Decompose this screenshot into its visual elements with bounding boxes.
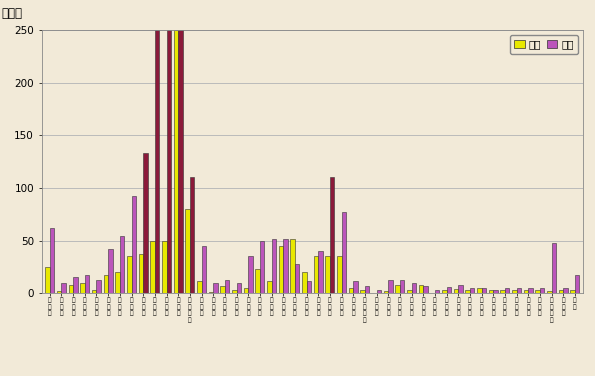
Bar <box>365 286 369 293</box>
Bar <box>50 228 54 293</box>
Bar <box>361 290 365 293</box>
Bar <box>45 267 50 293</box>
Bar <box>477 288 481 293</box>
Bar <box>244 288 248 293</box>
Bar <box>155 30 159 293</box>
Bar <box>342 212 346 293</box>
Bar <box>248 256 253 293</box>
Bar <box>306 280 311 293</box>
Bar <box>540 288 544 293</box>
Bar <box>442 290 447 293</box>
Bar <box>167 30 171 293</box>
Bar <box>536 290 540 293</box>
Bar <box>213 283 218 293</box>
Bar <box>283 238 287 293</box>
Bar <box>563 288 568 293</box>
Bar <box>423 286 428 293</box>
Bar <box>162 241 167 293</box>
Bar <box>120 237 124 293</box>
Bar <box>260 241 264 293</box>
Bar <box>396 285 400 293</box>
Bar <box>353 280 358 293</box>
Bar <box>197 280 202 293</box>
Bar <box>493 290 497 293</box>
Bar <box>202 246 206 293</box>
Bar <box>190 177 195 293</box>
Bar <box>489 290 493 293</box>
Bar <box>96 280 101 293</box>
Bar <box>318 251 322 293</box>
Bar <box>271 238 276 293</box>
Bar <box>419 285 423 293</box>
Legend: 女性, 男性: 女性, 男性 <box>510 35 578 54</box>
Bar <box>516 288 521 293</box>
Bar <box>85 275 89 293</box>
Bar <box>552 243 556 293</box>
Bar <box>435 290 439 293</box>
Bar <box>505 288 509 293</box>
Bar <box>330 177 334 293</box>
Bar <box>400 280 405 293</box>
Bar <box>447 287 451 293</box>
Bar <box>458 285 463 293</box>
Bar <box>73 277 77 293</box>
Bar <box>528 288 533 293</box>
Bar <box>255 269 260 293</box>
Bar <box>174 30 178 293</box>
Bar <box>186 209 190 293</box>
Bar <box>500 290 505 293</box>
Bar <box>104 275 108 293</box>
Bar <box>209 292 213 293</box>
Bar <box>127 256 131 293</box>
Bar <box>547 291 552 293</box>
Bar <box>108 249 112 293</box>
Bar <box>115 272 120 293</box>
Bar <box>384 291 388 293</box>
Bar <box>237 283 241 293</box>
Bar <box>470 288 474 293</box>
Bar <box>69 285 73 293</box>
Bar <box>465 290 470 293</box>
Bar <box>57 291 61 293</box>
Bar <box>61 283 66 293</box>
Bar <box>388 280 393 293</box>
Bar <box>225 280 229 293</box>
Bar <box>302 272 306 293</box>
Bar <box>267 280 271 293</box>
Bar <box>151 241 155 293</box>
Bar <box>290 238 295 293</box>
Bar <box>92 290 96 293</box>
Bar <box>314 256 318 293</box>
Bar <box>481 288 486 293</box>
Bar <box>337 256 342 293</box>
Bar <box>139 254 143 293</box>
Bar <box>571 290 575 293</box>
Y-axis label: 患者数: 患者数 <box>1 6 23 20</box>
Bar <box>325 256 330 293</box>
Bar <box>279 246 283 293</box>
Bar <box>143 153 148 293</box>
Bar <box>349 288 353 293</box>
Bar <box>377 290 381 293</box>
Bar <box>220 286 225 293</box>
Bar <box>512 290 516 293</box>
Bar <box>295 264 299 293</box>
Bar <box>407 290 412 293</box>
Bar <box>80 283 85 293</box>
Bar <box>412 283 416 293</box>
Bar <box>232 290 237 293</box>
Bar <box>454 289 458 293</box>
Bar <box>524 290 528 293</box>
Bar <box>559 290 563 293</box>
Bar <box>131 196 136 293</box>
Bar <box>575 275 580 293</box>
Bar <box>178 30 183 293</box>
